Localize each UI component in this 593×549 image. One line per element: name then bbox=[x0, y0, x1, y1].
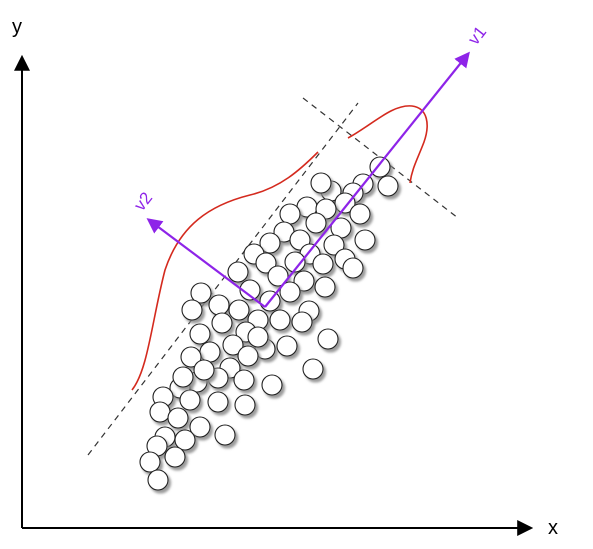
data-point bbox=[291, 311, 313, 333]
data-point bbox=[334, 192, 356, 214]
data-point bbox=[180, 346, 202, 368]
data-point bbox=[255, 252, 277, 274]
data-point bbox=[149, 401, 171, 423]
data-point bbox=[139, 451, 161, 473]
data-point bbox=[267, 265, 289, 287]
data-point bbox=[314, 276, 336, 298]
data-point bbox=[279, 281, 301, 303]
y-axis-label: y bbox=[12, 16, 22, 38]
data-point bbox=[317, 328, 339, 350]
data-point bbox=[284, 251, 306, 273]
data-points bbox=[139, 156, 399, 491]
data-point bbox=[279, 203, 301, 225]
x-axis-label: x bbox=[548, 517, 558, 539]
data-point bbox=[310, 172, 332, 194]
data-point bbox=[181, 299, 203, 321]
v2-vector bbox=[146, 218, 266, 308]
data-point bbox=[211, 312, 233, 334]
data-point bbox=[228, 299, 250, 321]
data-point bbox=[261, 374, 283, 396]
data-point bbox=[189, 416, 211, 438]
data-point bbox=[174, 429, 196, 451]
data-point bbox=[239, 279, 261, 301]
data-point bbox=[247, 326, 269, 348]
data-point bbox=[369, 156, 391, 178]
v2-label: v2 bbox=[130, 189, 156, 215]
data-point bbox=[189, 323, 211, 345]
distribution-curve-v2 bbox=[131, 151, 319, 391]
data-point bbox=[199, 341, 221, 363]
data-point bbox=[323, 234, 345, 256]
data-point bbox=[164, 446, 186, 468]
distribution-curve-v1 bbox=[347, 105, 428, 184]
data-point bbox=[312, 253, 334, 275]
data-point bbox=[349, 203, 371, 225]
v1-label: v1 bbox=[464, 23, 490, 49]
data-point bbox=[269, 309, 291, 331]
data-point bbox=[276, 335, 298, 357]
data-point bbox=[214, 424, 236, 446]
data-point bbox=[147, 469, 169, 491]
data-point bbox=[305, 212, 327, 234]
data-point bbox=[179, 389, 201, 411]
data-point bbox=[172, 366, 194, 388]
data-point bbox=[208, 294, 230, 316]
data-point bbox=[342, 257, 364, 279]
data-point bbox=[377, 175, 399, 197]
data-point bbox=[293, 270, 315, 292]
data-point bbox=[234, 394, 256, 416]
data-point bbox=[237, 345, 259, 367]
data-point bbox=[354, 229, 376, 251]
data-point bbox=[233, 369, 255, 391]
data-point bbox=[193, 359, 215, 381]
data-point bbox=[190, 282, 212, 304]
data-point bbox=[167, 407, 189, 429]
data-point bbox=[259, 232, 281, 254]
data-point bbox=[222, 334, 244, 356]
v1-vector bbox=[264, 51, 470, 308]
data-point bbox=[227, 261, 249, 283]
data-point bbox=[302, 358, 324, 380]
projection-line-lower bbox=[87, 102, 359, 456]
data-point bbox=[207, 391, 229, 413]
